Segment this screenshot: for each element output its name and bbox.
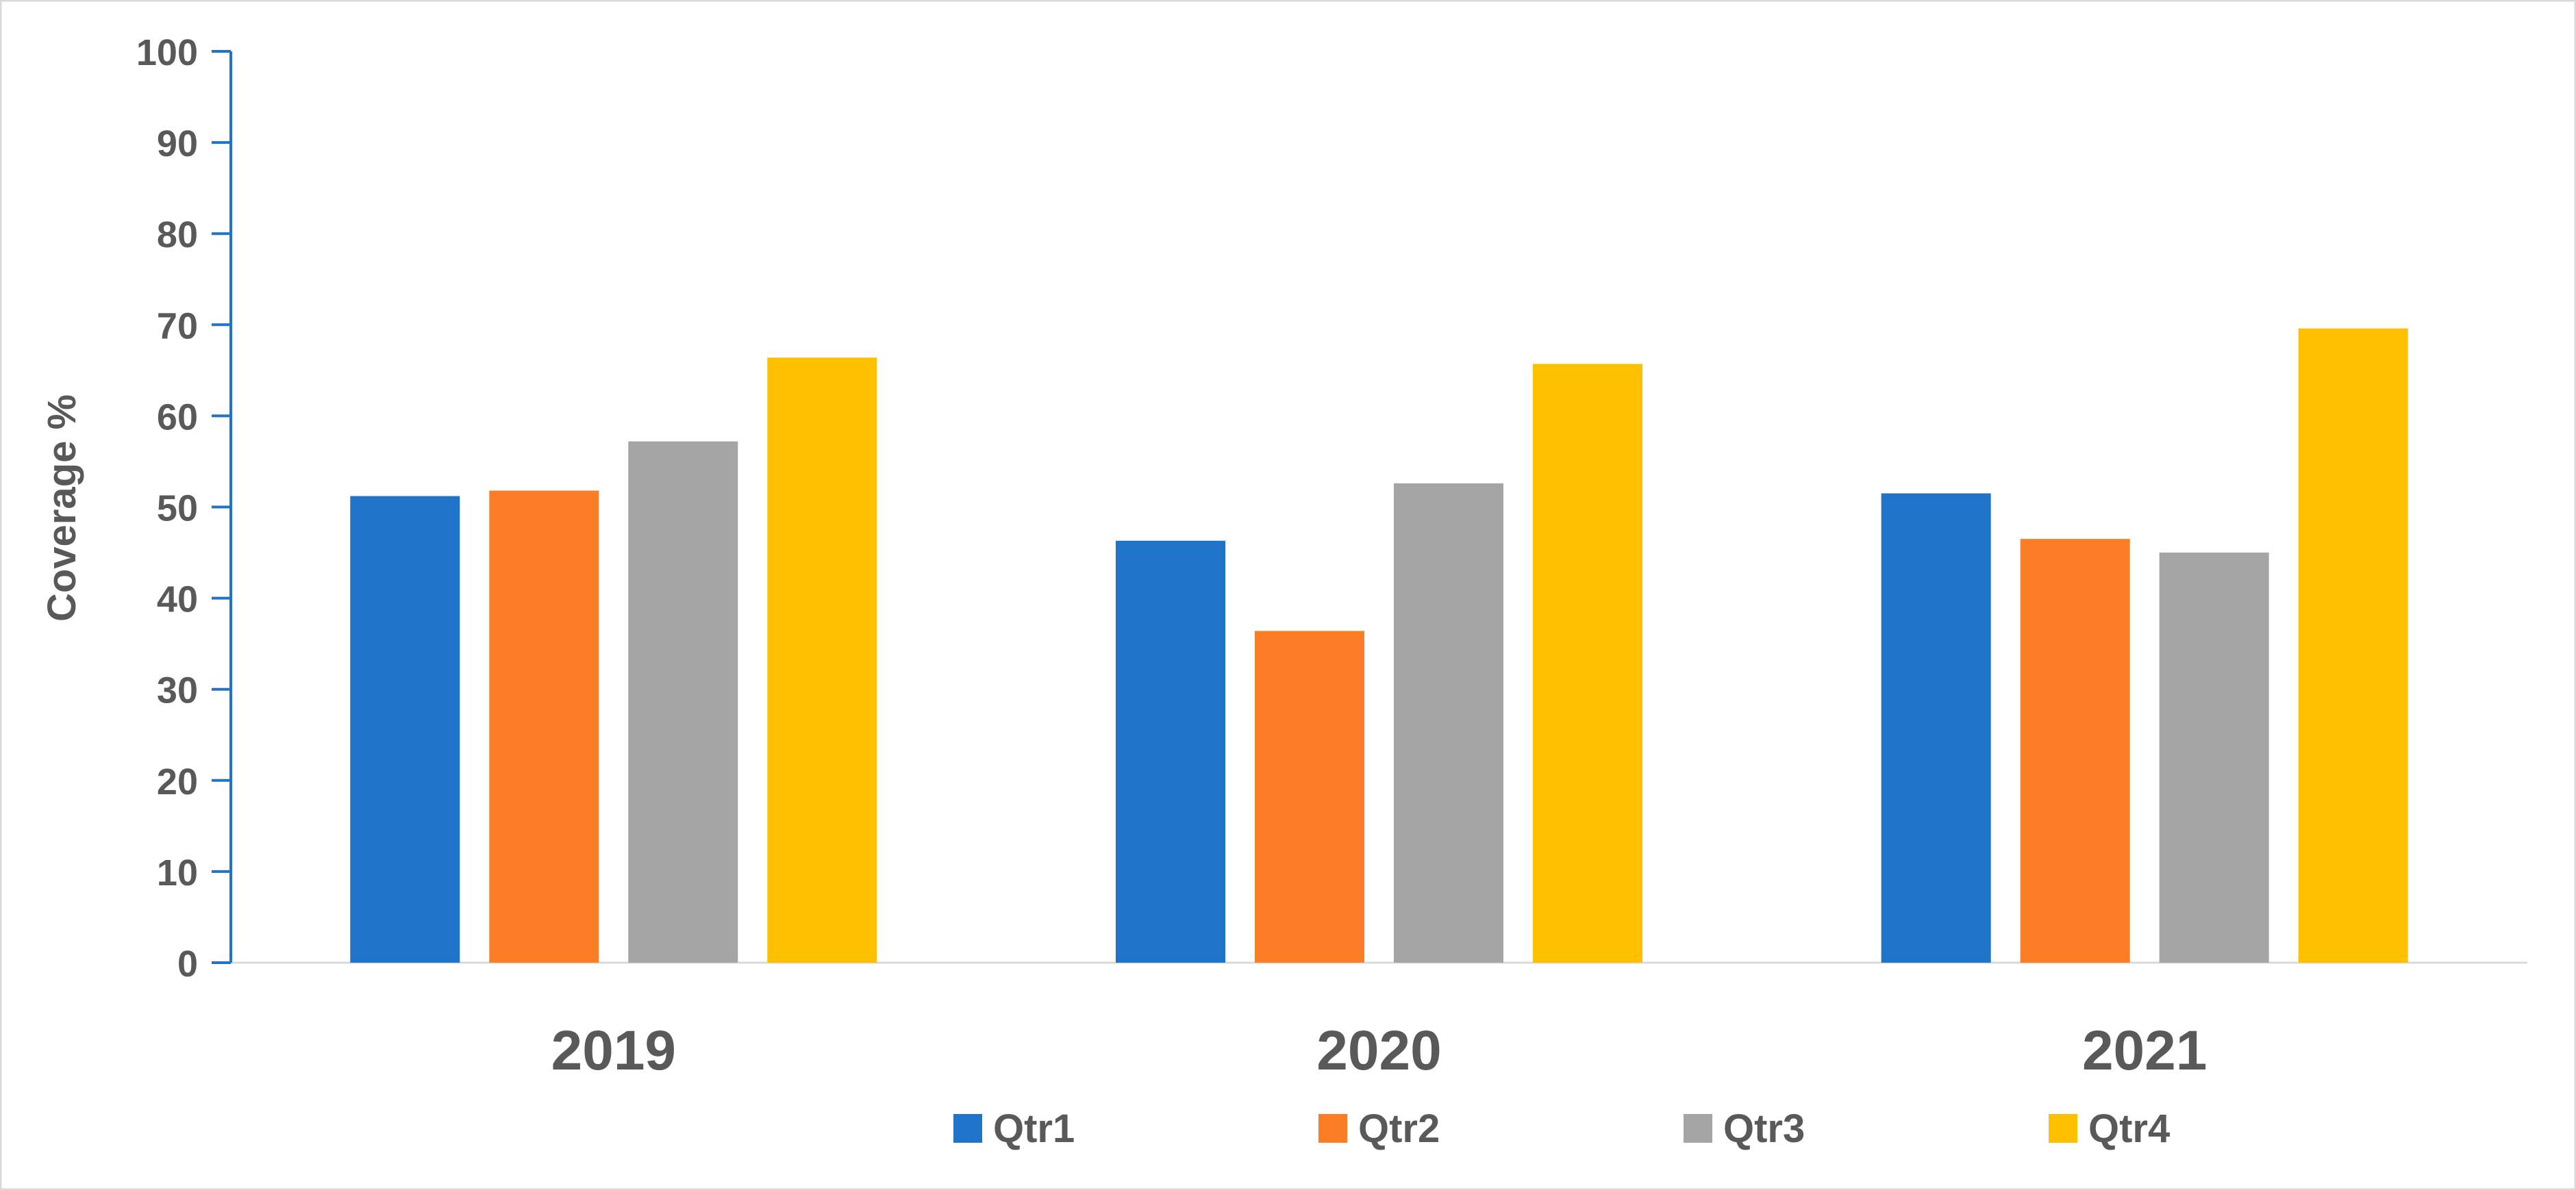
bar-qtr2-2021: [2020, 539, 2130, 963]
bar-qtr4-2020: [1533, 364, 1642, 963]
legend-swatch-qtr2: [1318, 1114, 1347, 1143]
y-tick-label: 0: [177, 944, 198, 985]
y-tick-label: 60: [157, 396, 198, 438]
legend-swatch-qtr4: [2049, 1114, 2077, 1143]
y-tick-label: 80: [157, 214, 198, 255]
legend-label-qtr2: Qtr2: [1358, 1106, 1440, 1151]
x-category-label: 2020: [1316, 1020, 1441, 1082]
bar-qtr3-2019: [628, 441, 738, 963]
legend-label-qtr4: Qtr4: [2088, 1106, 2170, 1151]
y-tick-label: 70: [157, 305, 198, 346]
bar-qtr1-2019: [350, 496, 460, 963]
legend-swatch-qtr1: [953, 1114, 982, 1143]
legend: Qtr1 Qtr2 Qtr3 Qtr4: [953, 1106, 2170, 1151]
y-tick-label: 40: [157, 579, 198, 620]
bar-qtr4-2021: [2298, 328, 2408, 963]
bar-qtr1-2021: [1881, 493, 1991, 963]
bar-qtr2-2020: [1255, 631, 1364, 963]
y-tick-label: 90: [157, 123, 198, 164]
y-tick-label: 20: [157, 761, 198, 802]
x-category-label: 2019: [551, 1020, 676, 1082]
bar-qtr3-2021: [2159, 553, 2269, 963]
legend-label-qtr1: Qtr1: [993, 1106, 1075, 1151]
plot-area: 0 10 20 30 40 50 60 70 80 90 100 2019 2020 2021: [136, 32, 2527, 1082]
bar-qtr3-2020: [1394, 483, 1503, 963]
bar-qtr2-2019: [489, 490, 599, 963]
x-category-label: 2021: [2082, 1020, 2207, 1082]
y-tick-label: 30: [157, 670, 198, 711]
bar-qtr1-2020: [1116, 540, 1225, 963]
legend-swatch-qtr3: [1684, 1114, 1712, 1143]
y-tick-label: 50: [157, 488, 198, 529]
legend-label-qtr3: Qtr3: [1723, 1106, 1805, 1151]
y-axis-title: Coverage %: [40, 394, 84, 622]
y-tick-label: 100: [136, 32, 198, 73]
bar-qtr4-2019: [767, 357, 877, 963]
y-tick-label: 10: [157, 852, 198, 894]
